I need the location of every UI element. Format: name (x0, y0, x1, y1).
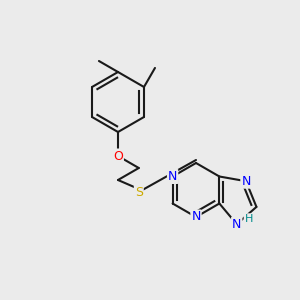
Text: S: S (135, 185, 143, 199)
Text: N: N (168, 170, 177, 183)
Text: N: N (232, 218, 242, 231)
Text: H: H (244, 214, 253, 224)
Text: O: O (113, 149, 123, 163)
Text: N: N (241, 175, 251, 188)
Text: N: N (191, 211, 201, 224)
